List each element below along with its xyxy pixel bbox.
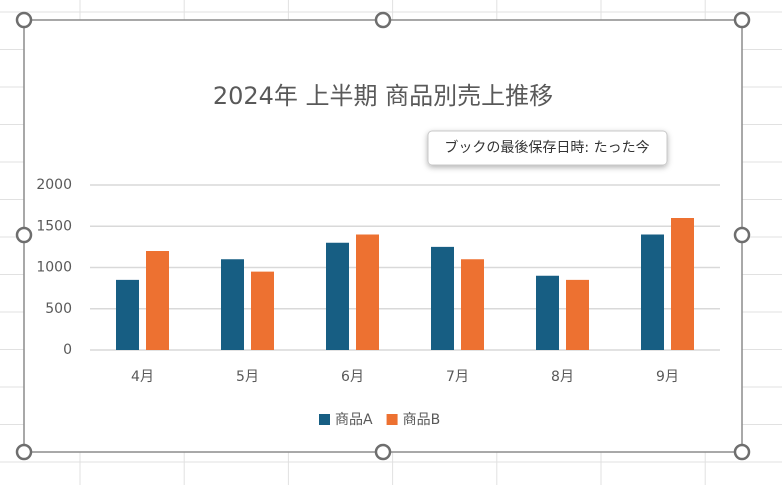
tooltip-box bbox=[427, 130, 668, 166]
bar bbox=[221, 259, 244, 350]
x-tick-label: 8月 bbox=[551, 369, 574, 385]
bar bbox=[356, 234, 379, 350]
y-tick-label: 500 bbox=[45, 301, 72, 317]
resize-handle[interactable] bbox=[374, 11, 392, 29]
bar bbox=[566, 279, 589, 350]
resize-handle[interactable] bbox=[733, 11, 751, 29]
legend-swatch bbox=[386, 414, 398, 425]
bar bbox=[641, 234, 664, 350]
resize-handle[interactable] bbox=[733, 443, 751, 461]
bar bbox=[251, 271, 274, 350]
y-tick-label: 1500 bbox=[36, 218, 72, 234]
y-tick-label: 0 bbox=[63, 342, 72, 358]
resize-handle[interactable] bbox=[15, 443, 33, 461]
y-tick-label: 1000 bbox=[36, 260, 72, 276]
x-tick-label: 9月 bbox=[656, 369, 679, 385]
x-tick-label: 5月 bbox=[236, 369, 259, 385]
chart-area[interactable] bbox=[23, 19, 743, 453]
tooltip-text: ブックの最後保存日時: たった今 bbox=[444, 139, 649, 156]
bar bbox=[116, 279, 139, 350]
selection-handles bbox=[15, 11, 751, 461]
legend-label: 商品A bbox=[335, 412, 373, 428]
bar bbox=[536, 275, 559, 350]
resize-handle[interactable] bbox=[374, 443, 392, 461]
resize-handle[interactable] bbox=[15, 226, 33, 244]
bar bbox=[671, 218, 694, 350]
bar bbox=[146, 251, 169, 350]
chart-title: 2024年 上半期 商品別売上推移 bbox=[213, 82, 553, 110]
legend-swatch bbox=[319, 414, 330, 425]
y-tick-label: 2000 bbox=[36, 177, 72, 193]
bar bbox=[431, 246, 454, 350]
bar bbox=[461, 259, 484, 350]
legend-label: 商品B bbox=[403, 412, 441, 428]
resize-handle[interactable] bbox=[733, 226, 751, 244]
resize-handle[interactable] bbox=[15, 11, 33, 29]
x-tick-label: 4月 bbox=[131, 369, 154, 385]
x-tick-label: 6月 bbox=[341, 369, 364, 385]
bar bbox=[326, 242, 349, 350]
x-tick-label: 7月 bbox=[446, 369, 469, 385]
